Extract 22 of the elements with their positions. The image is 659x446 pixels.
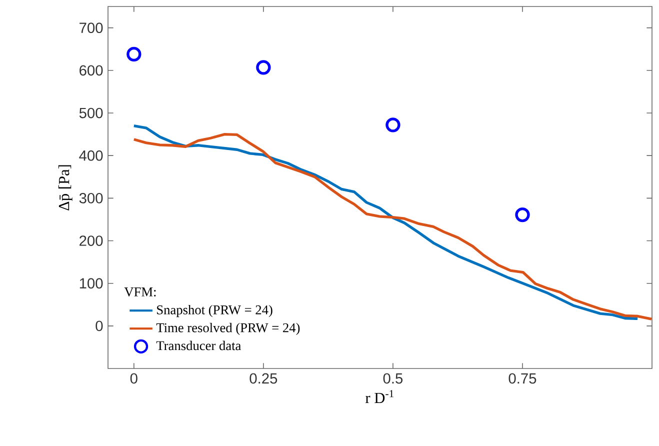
x-tick-label: 0 <box>130 373 138 384</box>
y-tick-label: 200 <box>80 236 103 246</box>
y-tick-label: 500 <box>79 108 103 118</box>
legend-title: VFM: <box>124 288 156 297</box>
x-axis-title: r D$^{-1}$ <box>366 390 394 404</box>
x-tick-label: 0.25 <box>250 373 278 384</box>
point <box>256 60 271 75</box>
point <box>515 207 530 222</box>
y-tick-label: 600 <box>80 65 103 76</box>
x-tick-label: 0.75 <box>508 373 536 384</box>
y-axis-title: Δp̄ [Pa] <box>58 165 72 210</box>
legend-label: Time resolved (PRW = 24) <box>156 322 300 335</box>
y-tick-label: 0 <box>96 320 103 332</box>
point <box>126 46 142 62</box>
y-tick-label: 400 <box>79 150 103 161</box>
x-tick-label: 0.5 <box>383 373 403 384</box>
legend-label: Transducer data <box>156 340 241 350</box>
point <box>386 118 400 132</box>
y-tick-label: 700 <box>80 22 103 34</box>
y-tick-label: 100 <box>80 278 103 289</box>
y-tick-label: 300 <box>79 192 103 204</box>
legend-label: Snapshot (PRW = 24) <box>157 304 272 318</box>
